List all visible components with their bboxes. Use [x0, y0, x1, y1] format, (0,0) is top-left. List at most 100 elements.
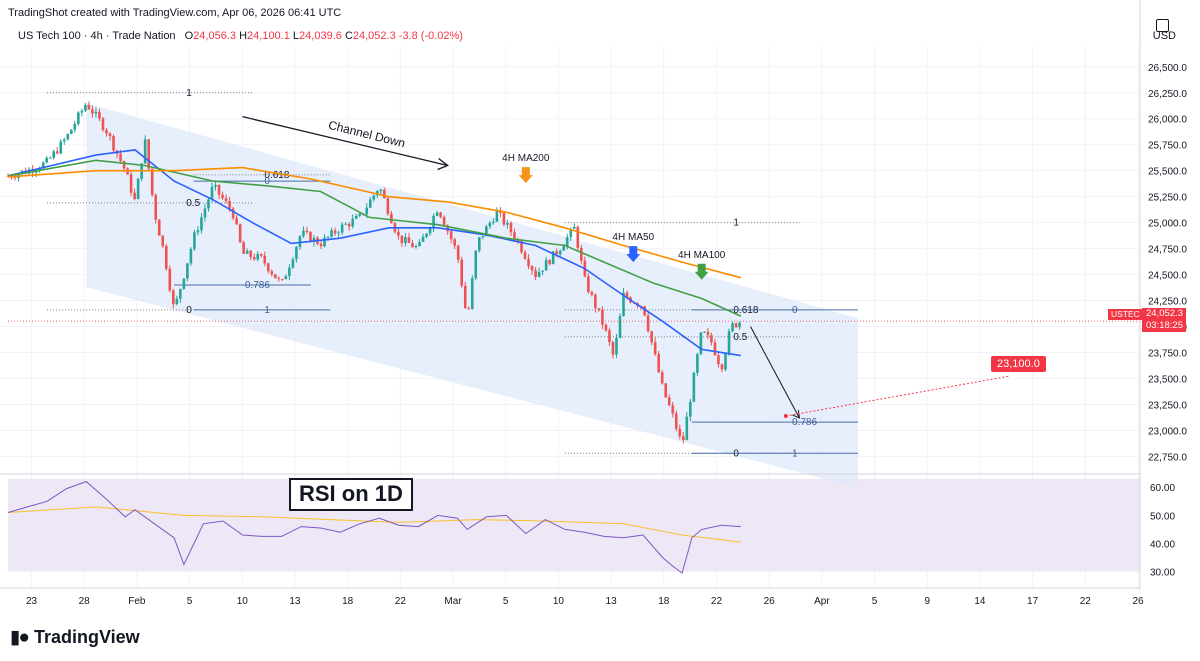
axes[interactable]: 22,750.0 23,000.0 23,250.0 23,500.0 23,750.0…: [0, 0, 1187, 607]
rsi-tick-label: 60.00: [1150, 483, 1175, 494]
candle-body: [48, 157, 52, 159]
candle-body: [330, 230, 333, 237]
candle-body: [207, 199, 210, 209]
candle-body: [664, 383, 668, 398]
open-value: 24,056.3: [193, 30, 237, 42]
candle-body: [319, 243, 323, 247]
candle-body: [203, 208, 207, 218]
time-tick-label: 5: [872, 596, 878, 607]
symbol-name[interactable]: US Tech 100 · 4h · Trade Nation: [18, 30, 176, 42]
symbol-legend[interactable]: US Tech 100 · 4h · Trade Nation O24,056.…: [18, 30, 463, 42]
candle-body: [383, 189, 386, 199]
candle-body: [274, 274, 277, 279]
candle-body: [291, 259, 295, 268]
candle-body: [70, 129, 73, 134]
rsi-pane[interactable]: [7, 478, 1140, 574]
candle-body: [667, 397, 671, 406]
price-tick-label: 25,500.0: [1148, 167, 1187, 178]
candle-body: [59, 141, 63, 154]
annotation-label: 4H MA100: [678, 250, 726, 261]
projection-arrow[interactable]: [750, 326, 800, 419]
settings-icon[interactable]: [1156, 19, 1169, 32]
candle-body: [245, 250, 249, 254]
candle-body: [432, 215, 435, 228]
time-tick-label: 14: [974, 596, 986, 607]
last-price-box: 24,052.3 03:18:25: [1142, 308, 1186, 332]
candle-body: [523, 252, 527, 259]
candle-body: [189, 248, 193, 264]
candle-body: [164, 245, 168, 269]
candle-body: [456, 245, 460, 260]
annotations[interactable]: 4H MA200 4H MA50 4H MA100: [502, 153, 1011, 419]
rsi-line[interactable]: [7, 481, 741, 574]
price-tick-label: 24,750.0: [1148, 245, 1187, 256]
candle-body: [101, 118, 105, 130]
candle-body: [685, 416, 689, 441]
time-tick-label: 9: [924, 596, 930, 607]
candle-body: [446, 225, 449, 232]
rsi-ma-line[interactable]: [7, 506, 741, 543]
candles[interactable]: [6, 101, 1140, 444]
candle-body: [720, 364, 724, 370]
candle-body: [590, 292, 594, 295]
candle-body: [182, 278, 186, 289]
candle-body: [463, 285, 467, 309]
candle-body: [133, 192, 136, 200]
candle-body: [699, 332, 703, 355]
ma-line-4h-ma100[interactable]: [7, 159, 742, 317]
candle-body: [326, 236, 330, 238]
channel-label: Channel Down: [327, 118, 407, 151]
price-tick-label: 24,500.0: [1148, 271, 1187, 282]
candle-body: [52, 151, 56, 158]
candle-body: [587, 276, 590, 293]
time-tick-label: 26: [764, 596, 776, 607]
candle-body: [604, 324, 608, 331]
time-tick-label: 18: [658, 596, 670, 607]
candle-body: [337, 232, 340, 234]
candle-body: [594, 294, 597, 309]
close-label: C: [344, 30, 353, 42]
candle-body: [150, 168, 154, 195]
candle-body: [421, 236, 425, 242]
candle-body: [499, 210, 502, 214]
time-tick-label: 10: [237, 596, 249, 607]
candle-body: [228, 201, 231, 209]
price-tick-label: 26,250.0: [1148, 89, 1187, 100]
candle-body: [558, 250, 562, 255]
candle-body: [576, 226, 580, 248]
candle-body: [703, 331, 706, 333]
candle-body: [601, 310, 604, 325]
candle-body: [404, 237, 407, 243]
candle-body: [312, 237, 316, 242]
price-tick-label: 25,750.0: [1148, 141, 1187, 152]
candle-body: [41, 162, 45, 169]
target-label[interactable]: 23,100.0: [991, 356, 1046, 372]
time-tick-label: Apr: [814, 596, 830, 607]
fib-label: 0: [186, 305, 192, 316]
candle-body: [724, 353, 727, 370]
time-tick-label: 22: [395, 596, 407, 607]
change-value: -3.8 (-0.02%): [398, 30, 463, 42]
candle-body: [168, 268, 172, 291]
target-dot[interactable]: [783, 414, 788, 419]
candle-body: [193, 232, 196, 249]
candle-body: [390, 213, 393, 224]
candle-body: [442, 216, 446, 226]
candle-body: [467, 308, 471, 310]
candle-body: [671, 405, 675, 414]
currency-label[interactable]: USD: [1152, 30, 1176, 42]
time-tick-label: 23: [26, 596, 38, 607]
candle-body: [252, 257, 256, 260]
fib-label: 0.5: [186, 198, 200, 209]
fib-label: 1: [792, 448, 798, 459]
fib-label: 0.786: [245, 280, 270, 291]
candle-body: [569, 228, 573, 238]
candle-body: [615, 337, 618, 355]
rsi-title[interactable]: RSI on 1D: [289, 478, 413, 511]
tradingview-logo[interactable]: ▮● TradingView: [10, 626, 140, 649]
candle-body: [678, 428, 682, 437]
candle-body: [460, 259, 464, 286]
annotation-arrow-icon: [694, 263, 709, 280]
